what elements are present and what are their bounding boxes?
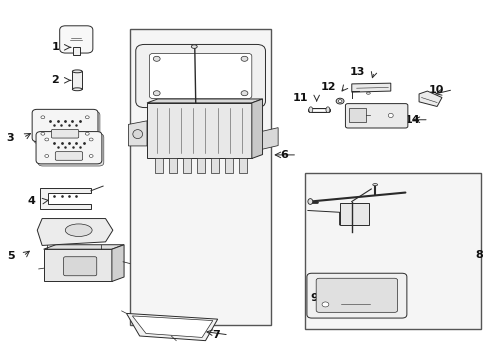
- Ellipse shape: [72, 70, 82, 73]
- Polygon shape: [132, 316, 212, 337]
- Text: 4: 4: [28, 196, 36, 206]
- Text: 6: 6: [280, 150, 288, 160]
- Polygon shape: [128, 121, 147, 146]
- Ellipse shape: [153, 91, 160, 96]
- Polygon shape: [147, 103, 251, 158]
- Polygon shape: [348, 108, 366, 122]
- Polygon shape: [112, 245, 124, 282]
- Polygon shape: [169, 158, 177, 173]
- Ellipse shape: [308, 107, 312, 113]
- Ellipse shape: [325, 107, 329, 113]
- Polygon shape: [418, 91, 441, 107]
- Polygon shape: [37, 219, 113, 246]
- Text: 9: 9: [310, 293, 318, 303]
- Ellipse shape: [335, 98, 343, 104]
- Polygon shape: [251, 99, 262, 158]
- Text: 8: 8: [475, 250, 483, 260]
- Ellipse shape: [191, 45, 197, 48]
- Text: 1: 1: [51, 42, 59, 52]
- Ellipse shape: [307, 199, 312, 204]
- FancyBboxPatch shape: [149, 53, 251, 99]
- Ellipse shape: [89, 138, 93, 141]
- Polygon shape: [126, 314, 217, 341]
- Ellipse shape: [85, 116, 89, 119]
- Ellipse shape: [337, 100, 341, 103]
- Ellipse shape: [322, 302, 328, 307]
- FancyBboxPatch shape: [345, 104, 407, 128]
- Ellipse shape: [65, 224, 92, 237]
- Polygon shape: [183, 158, 191, 173]
- Polygon shape: [224, 158, 232, 173]
- Ellipse shape: [45, 138, 49, 141]
- Polygon shape: [239, 158, 246, 173]
- Ellipse shape: [85, 132, 89, 135]
- Polygon shape: [155, 158, 163, 173]
- Polygon shape: [43, 245, 124, 249]
- Ellipse shape: [72, 88, 82, 91]
- Bar: [305, 173, 480, 329]
- Text: 13: 13: [349, 67, 365, 77]
- Polygon shape: [339, 203, 368, 225]
- Ellipse shape: [133, 130, 142, 139]
- Ellipse shape: [41, 116, 45, 119]
- FancyBboxPatch shape: [51, 130, 79, 138]
- FancyBboxPatch shape: [32, 109, 98, 141]
- FancyBboxPatch shape: [63, 257, 97, 276]
- Ellipse shape: [241, 56, 247, 61]
- Ellipse shape: [387, 113, 392, 118]
- FancyBboxPatch shape: [316, 278, 397, 312]
- FancyBboxPatch shape: [38, 134, 103, 166]
- Ellipse shape: [153, 56, 160, 61]
- FancyBboxPatch shape: [306, 273, 406, 318]
- Polygon shape: [43, 249, 112, 282]
- FancyBboxPatch shape: [36, 132, 102, 164]
- Bar: [130, 30, 271, 325]
- Ellipse shape: [372, 184, 377, 186]
- Polygon shape: [147, 99, 262, 103]
- Polygon shape: [72, 71, 82, 89]
- Polygon shape: [211, 158, 219, 173]
- Text: 11: 11: [292, 93, 307, 103]
- Polygon shape: [40, 188, 91, 210]
- Polygon shape: [197, 158, 204, 173]
- Ellipse shape: [241, 91, 247, 96]
- Ellipse shape: [41, 132, 45, 135]
- FancyBboxPatch shape: [60, 26, 93, 53]
- Text: 5: 5: [7, 251, 14, 261]
- FancyBboxPatch shape: [55, 152, 82, 160]
- Polygon shape: [262, 128, 278, 149]
- Text: 10: 10: [428, 85, 444, 95]
- Text: 14: 14: [404, 115, 419, 125]
- Text: 2: 2: [51, 75, 59, 85]
- FancyBboxPatch shape: [136, 44, 265, 108]
- Text: 7: 7: [212, 330, 220, 340]
- FancyBboxPatch shape: [34, 112, 100, 144]
- Text: 12: 12: [320, 82, 335, 93]
- Polygon shape: [351, 83, 390, 92]
- Text: 3: 3: [7, 133, 14, 143]
- Ellipse shape: [45, 154, 49, 157]
- Ellipse shape: [89, 154, 93, 157]
- Ellipse shape: [366, 92, 369, 94]
- Polygon shape: [73, 47, 80, 55]
